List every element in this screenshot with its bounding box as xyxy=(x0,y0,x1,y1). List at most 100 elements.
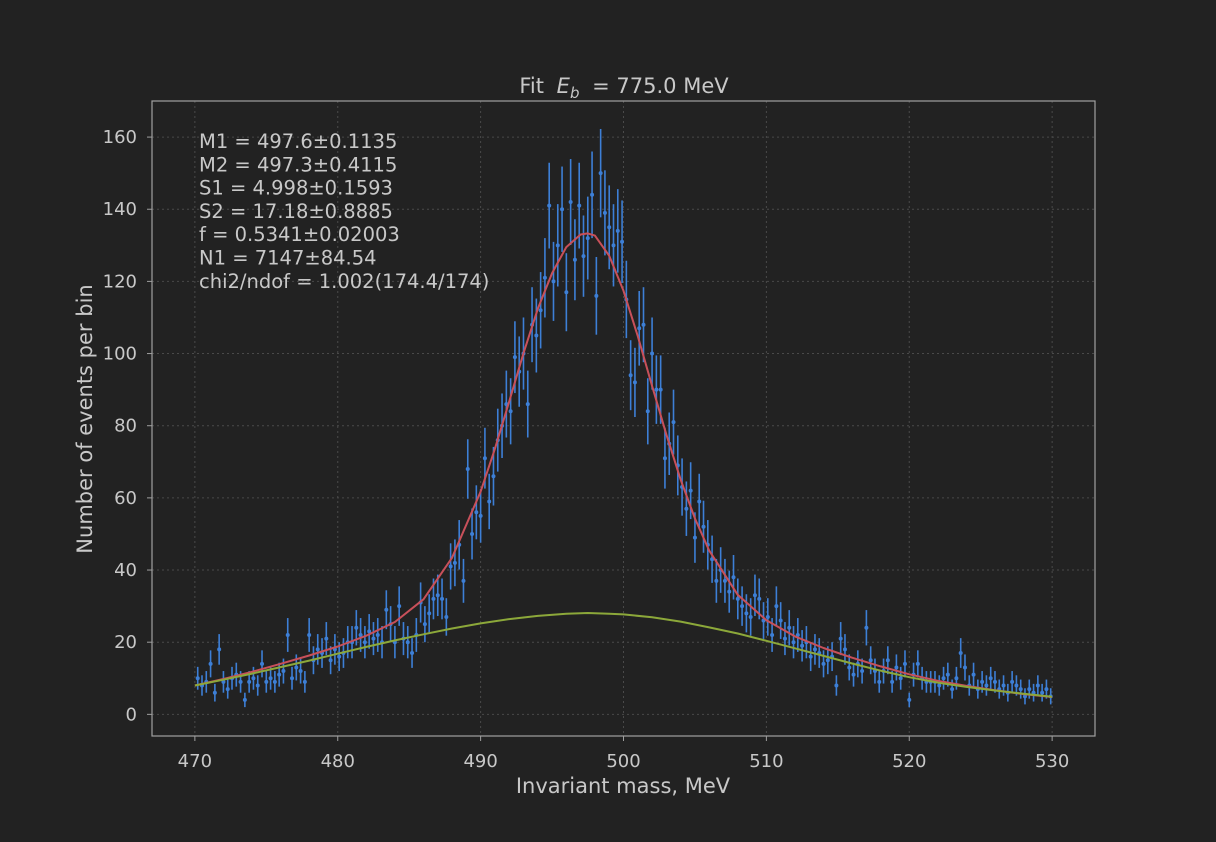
data-point xyxy=(465,439,470,499)
data-point xyxy=(474,485,479,540)
data-point xyxy=(598,128,603,218)
data-point xyxy=(568,159,573,246)
data-point xyxy=(384,590,389,630)
data-point xyxy=(564,253,569,332)
data-point xyxy=(864,610,869,646)
data-point xyxy=(992,671,997,693)
data-point xyxy=(307,618,312,652)
data-point xyxy=(422,606,427,643)
x-tick-label: 500 xyxy=(606,751,640,772)
fit-parameter-line: S1 = 4.998±0.1593 xyxy=(199,177,393,200)
y-axis-ticks: 0 20 40 60 80 100 120 140 160 xyxy=(103,127,152,725)
data-point xyxy=(538,272,543,349)
data-point xyxy=(315,634,320,665)
data-point xyxy=(611,204,616,287)
data-point xyxy=(791,626,796,659)
data-point xyxy=(637,290,642,366)
y-tick-label: 140 xyxy=(103,199,137,220)
x-tick-label: 490 xyxy=(463,751,497,772)
grid-lines xyxy=(152,101,1095,736)
data-point xyxy=(744,594,749,633)
data-point xyxy=(808,642,813,672)
data-point xyxy=(478,489,483,543)
data-point xyxy=(834,675,839,696)
data-point xyxy=(885,646,890,675)
data-point xyxy=(487,473,492,530)
data-point xyxy=(894,654,899,681)
data-point xyxy=(778,602,783,639)
fit-curve xyxy=(194,612,1053,698)
data-point xyxy=(328,646,333,675)
chart-title: Fit Eb = 775.0 MeV xyxy=(519,74,729,103)
data-point xyxy=(851,662,856,687)
data-point xyxy=(937,675,942,696)
data-point xyxy=(628,340,633,411)
data-point xyxy=(727,570,732,613)
data-point xyxy=(602,170,607,256)
data-point xyxy=(812,634,817,665)
data-point xyxy=(615,189,620,273)
x-tick-label: 510 xyxy=(749,751,783,772)
fit-parameter-line: N1 = 7147±84.54 xyxy=(199,247,377,270)
data-point xyxy=(765,598,770,636)
data-point xyxy=(577,162,582,249)
y-tick-label: 160 xyxy=(103,127,137,148)
fit-parameter-line: f = 0.5341±0.02003 xyxy=(199,223,400,246)
x-tick-label: 520 xyxy=(892,751,926,772)
data-point xyxy=(362,626,367,659)
data-point xyxy=(225,679,230,699)
y-tick-label: 0 xyxy=(126,704,137,725)
data-point xyxy=(962,654,967,681)
data-point xyxy=(470,508,475,560)
fit-parameter-line: M2 = 497.3±0.4115 xyxy=(199,153,397,176)
x-tick-label: 470 xyxy=(178,751,212,772)
data-point xyxy=(684,481,689,536)
data-point xyxy=(842,634,847,665)
data-point xyxy=(774,586,779,626)
fit-curves xyxy=(194,232,1053,698)
data-point xyxy=(208,650,213,678)
data-point xyxy=(217,634,222,665)
y-tick-label: 20 xyxy=(114,632,137,653)
data-point xyxy=(427,594,432,633)
data-point xyxy=(547,162,552,249)
data-point xyxy=(907,692,912,708)
y-tick-label: 100 xyxy=(103,344,137,365)
fit-curve xyxy=(194,232,1053,698)
data-point xyxy=(740,586,745,626)
data-point xyxy=(847,654,852,681)
data-point xyxy=(212,683,217,702)
fit-parameter-line: M1 = 497.6±0.1135 xyxy=(199,130,397,153)
data-point xyxy=(542,238,547,318)
data-point xyxy=(671,389,676,455)
data-point xyxy=(410,638,415,668)
data-point xyxy=(594,256,599,335)
data-point xyxy=(255,675,260,696)
data-point xyxy=(890,671,895,693)
data-point xyxy=(620,200,625,284)
data-point xyxy=(795,618,800,652)
data-point xyxy=(988,666,993,690)
data-point xyxy=(260,650,265,678)
y-axis-label: Number of events per bin xyxy=(73,284,97,553)
data-point xyxy=(572,219,577,301)
data-point xyxy=(272,671,277,693)
data-point xyxy=(285,618,290,652)
data-point xyxy=(551,241,556,321)
data-point xyxy=(585,196,590,280)
data-point xyxy=(590,151,595,239)
data-point xyxy=(898,666,903,690)
data-point xyxy=(375,618,380,652)
x-tick-label: 530 xyxy=(1035,751,1069,772)
data-point xyxy=(915,650,920,678)
data-point xyxy=(452,539,457,587)
data-point xyxy=(508,378,513,445)
data-point xyxy=(435,574,440,617)
fit-parameter-line: S2 = 17.18±0.8885 xyxy=(199,200,393,223)
data-point xyxy=(662,427,667,489)
data-point xyxy=(581,215,586,297)
data-point xyxy=(787,610,792,646)
data-point xyxy=(860,658,865,684)
